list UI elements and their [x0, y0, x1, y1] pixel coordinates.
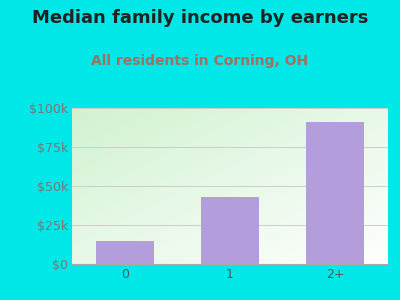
Text: Median family income by earners: Median family income by earners	[32, 9, 368, 27]
Bar	[96, 241, 154, 264]
Bar	[306, 122, 364, 264]
Text: All residents in Corning, OH: All residents in Corning, OH	[92, 54, 308, 68]
Bar	[201, 197, 259, 264]
